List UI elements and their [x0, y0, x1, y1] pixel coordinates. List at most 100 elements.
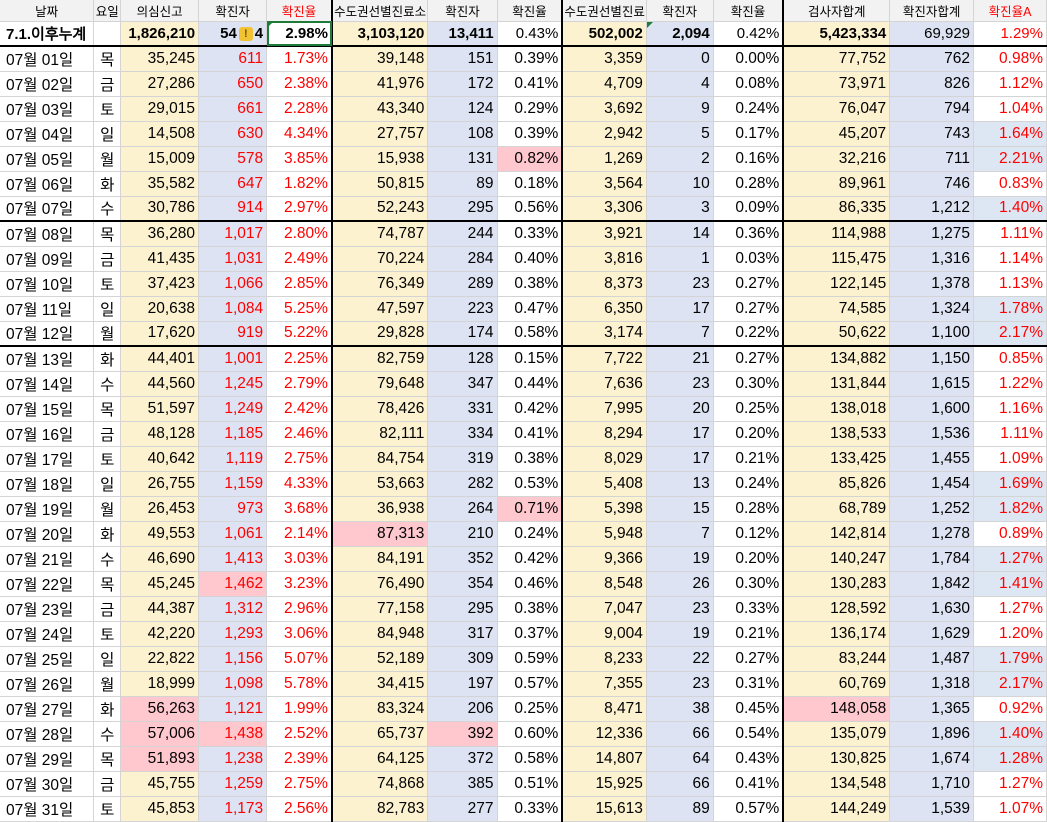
- date-cell[interactable]: 07월 11일: [0, 296, 95, 322]
- total-cell[interactable]: 69,929: [889, 21, 975, 47]
- data-cell[interactable]: 0.17%: [713, 121, 785, 147]
- data-cell[interactable]: 0: [646, 46, 714, 72]
- data-cell[interactable]: 711: [889, 146, 975, 172]
- data-cell[interactable]: 2.28%: [266, 96, 333, 122]
- data-cell[interactable]: 0.20%: [713, 546, 785, 572]
- data-cell[interactable]: 0.18%: [497, 171, 564, 197]
- date-cell[interactable]: 07월 05일: [0, 146, 95, 172]
- data-cell[interactable]: 826: [889, 71, 975, 97]
- data-cell[interactable]: 2.14%: [266, 521, 333, 547]
- data-cell[interactable]: 2.56%: [266, 796, 333, 822]
- data-cell[interactable]: 22: [646, 646, 714, 672]
- data-cell[interactable]: 45,853: [120, 796, 200, 822]
- data-cell[interactable]: 244: [427, 221, 498, 247]
- data-cell[interactable]: 0.24%: [713, 96, 785, 122]
- data-cell[interactable]: 17: [646, 296, 714, 322]
- data-cell[interactable]: 1,842: [889, 571, 975, 597]
- data-cell[interactable]: 1.27%: [973, 771, 1047, 797]
- data-cell[interactable]: 1,259: [198, 771, 268, 797]
- data-cell[interactable]: 15,938: [331, 146, 429, 172]
- data-cell[interactable]: 0.57%: [497, 671, 564, 697]
- data-cell[interactable]: 1,674: [889, 746, 975, 772]
- data-cell[interactable]: 794: [889, 96, 975, 122]
- weekday-cell[interactable]: 수: [93, 721, 122, 747]
- data-cell[interactable]: 0.41%: [497, 71, 564, 97]
- data-cell[interactable]: 973: [198, 496, 268, 522]
- data-cell[interactable]: 17,620: [120, 321, 200, 347]
- data-cell[interactable]: 0.38%: [497, 596, 564, 622]
- data-cell[interactable]: 647: [198, 171, 268, 197]
- data-cell[interactable]: 35,582: [120, 171, 200, 197]
- data-cell[interactable]: 76,047: [783, 96, 891, 122]
- weekday-cell[interactable]: 토: [93, 446, 122, 472]
- date-cell[interactable]: 07월 14일: [0, 371, 95, 397]
- data-cell[interactable]: 19: [646, 621, 714, 647]
- date-cell[interactable]: 07월 18일: [0, 471, 95, 497]
- total-cell[interactable]: 3,103,120: [331, 21, 429, 47]
- data-cell[interactable]: 1,017: [198, 221, 268, 247]
- data-cell[interactable]: 1,438: [198, 721, 268, 747]
- header-cell[interactable]: 확진자: [646, 0, 714, 22]
- data-cell[interactable]: 27,286: [120, 71, 200, 97]
- data-cell[interactable]: 128,592: [783, 596, 891, 622]
- data-cell[interactable]: 0.39%: [497, 46, 564, 72]
- data-cell[interactable]: 1,150: [889, 346, 975, 372]
- data-cell[interactable]: 5.78%: [266, 671, 333, 697]
- date-cell[interactable]: 07월 24일: [0, 621, 95, 647]
- data-cell[interactable]: 21: [646, 346, 714, 372]
- data-cell[interactable]: 0.82%: [497, 146, 564, 172]
- data-cell[interactable]: 128: [427, 346, 498, 372]
- date-cell[interactable]: 07월 19일: [0, 496, 95, 522]
- data-cell[interactable]: 7,995: [562, 396, 647, 422]
- data-cell[interactable]: 7,355: [562, 671, 647, 697]
- data-cell[interactable]: 0.30%: [713, 571, 785, 597]
- data-cell[interactable]: 6,350: [562, 296, 647, 322]
- header-cell[interactable]: 수도권선별진료소: [331, 0, 429, 22]
- data-cell[interactable]: 0.44%: [497, 371, 564, 397]
- data-cell[interactable]: 650: [198, 71, 268, 97]
- data-cell[interactable]: 1.69%: [973, 471, 1047, 497]
- data-cell[interactable]: 385: [427, 771, 498, 797]
- data-cell[interactable]: 86,335: [783, 196, 891, 222]
- warning-icon[interactable]: !: [238, 26, 253, 41]
- data-cell[interactable]: 0.21%: [713, 621, 785, 647]
- data-cell[interactable]: 3.06%: [266, 621, 333, 647]
- data-cell[interactable]: 1,066: [198, 271, 268, 297]
- data-cell[interactable]: 1.09%: [973, 446, 1047, 472]
- data-cell[interactable]: 1,896: [889, 721, 975, 747]
- data-cell[interactable]: 0.24%: [713, 471, 785, 497]
- header-cell[interactable]: 수도권선별진료: [562, 0, 647, 22]
- data-cell[interactable]: 1.79%: [973, 646, 1047, 672]
- data-cell[interactable]: 2.52%: [266, 721, 333, 747]
- data-cell[interactable]: 1,318: [889, 671, 975, 697]
- data-cell[interactable]: 1.12%: [973, 71, 1047, 97]
- date-cell[interactable]: 07월 09일: [0, 246, 95, 272]
- data-cell[interactable]: 317: [427, 621, 498, 647]
- header-cell[interactable]: 날짜: [0, 0, 95, 22]
- data-cell[interactable]: 8,029: [562, 446, 647, 472]
- weekday-cell[interactable]: 목: [93, 396, 122, 422]
- data-cell[interactable]: 0.15%: [497, 346, 564, 372]
- data-cell[interactable]: 5,398: [562, 496, 647, 522]
- data-cell[interactable]: 289: [427, 271, 498, 297]
- data-cell[interactable]: 50,815: [331, 171, 429, 197]
- data-cell[interactable]: 89: [646, 796, 714, 822]
- data-cell[interactable]: 84,948: [331, 621, 429, 647]
- data-cell[interactable]: 1,249: [198, 396, 268, 422]
- data-cell[interactable]: 74,787: [331, 221, 429, 247]
- data-cell[interactable]: 124: [427, 96, 498, 122]
- total-cell[interactable]: 0.42%: [713, 21, 785, 47]
- data-cell[interactable]: 0.98%: [973, 46, 1047, 72]
- data-cell[interactable]: 2.49%: [266, 246, 333, 272]
- data-cell[interactable]: 48,128: [120, 421, 200, 447]
- data-cell[interactable]: 331: [427, 396, 498, 422]
- data-cell[interactable]: 7,047: [562, 596, 647, 622]
- data-cell[interactable]: 64: [646, 746, 714, 772]
- data-cell[interactable]: 51,893: [120, 746, 200, 772]
- data-cell[interactable]: 1,275: [889, 221, 975, 247]
- data-cell[interactable]: 1,269: [562, 146, 647, 172]
- weekday-cell[interactable]: 금: [93, 246, 122, 272]
- data-cell[interactable]: 1,539: [889, 796, 975, 822]
- data-cell[interactable]: 0.21%: [713, 446, 785, 472]
- data-cell[interactable]: 172: [427, 71, 498, 97]
